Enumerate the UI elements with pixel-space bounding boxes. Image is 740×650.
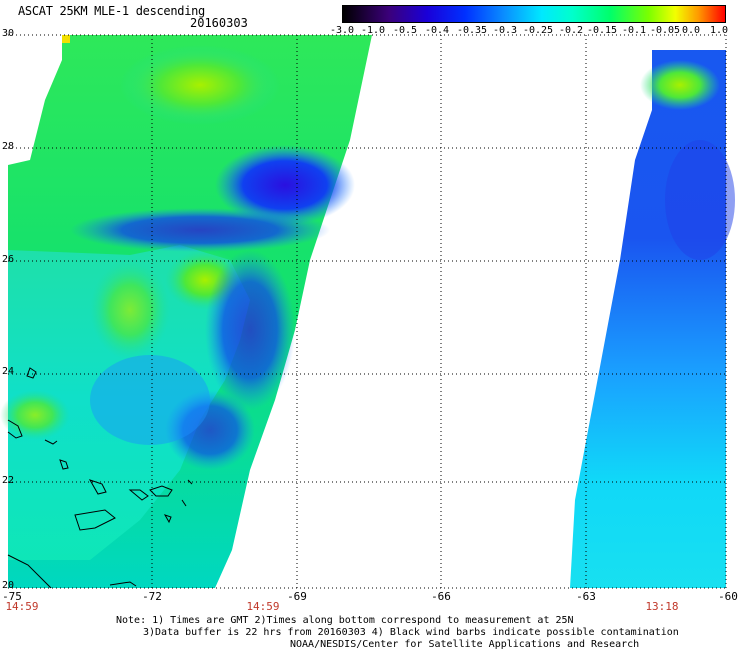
pass-time: 14:59 (246, 600, 280, 613)
y-axis-label: 30 (2, 28, 15, 39)
colorbar-label: -0.05 (649, 25, 681, 36)
x-axis-label: -66 (431, 590, 451, 603)
x-axis-label: -75 (2, 590, 22, 603)
credit-line: NOAA/NESDIS/Center for Satellite Applica… (290, 639, 640, 650)
colorbar-label: -0.4 (424, 25, 450, 36)
right-swath (570, 50, 735, 588)
colorbar-label: -0.5 (392, 25, 418, 36)
y-axis-label: 20 (2, 580, 15, 591)
pass-time: 14:59 (5, 600, 39, 613)
colorbar-label: -0.2 (558, 25, 584, 36)
colorbar (342, 5, 726, 23)
coastlines (7, 367, 193, 589)
chart-date: 20160303 (190, 16, 248, 30)
colorbar-label: -0.25 (522, 25, 554, 36)
graticule (8, 34, 727, 589)
y-axis-label: 22 (2, 475, 15, 486)
x-axis-label: -72 (142, 590, 162, 603)
chart-title: ASCAT 25KM MLE-1 descending (18, 4, 205, 18)
pass-time: 13:18 (645, 600, 679, 613)
y-axis-label: 26 (2, 254, 15, 265)
colorbar-label: -0.3 (492, 25, 518, 36)
colorbar-label: -0.35 (456, 25, 488, 36)
y-axis-label: 24 (2, 366, 15, 377)
y-axis-label: 28 (2, 141, 15, 152)
colorbar-label: -0.15 (586, 25, 618, 36)
x-axis-label: -60 (718, 590, 738, 603)
colorbar-label: -1.0 (360, 25, 386, 36)
left-swath (0, 35, 372, 588)
colorbar-label: -3.0 (329, 25, 355, 36)
x-axis-label: -69 (287, 590, 307, 603)
colorbar-label: 1.0 (709, 25, 729, 36)
colorbar-label: -0.1 (621, 25, 647, 36)
x-axis-label: -63 (576, 590, 596, 603)
note-line: Note: 1) Times are GMT 2)Times along bot… (116, 615, 574, 626)
colorbar-label: 0.0 (681, 25, 701, 36)
note-line: 3)Data buffer is 22 hrs from 20160303 4)… (143, 627, 679, 638)
